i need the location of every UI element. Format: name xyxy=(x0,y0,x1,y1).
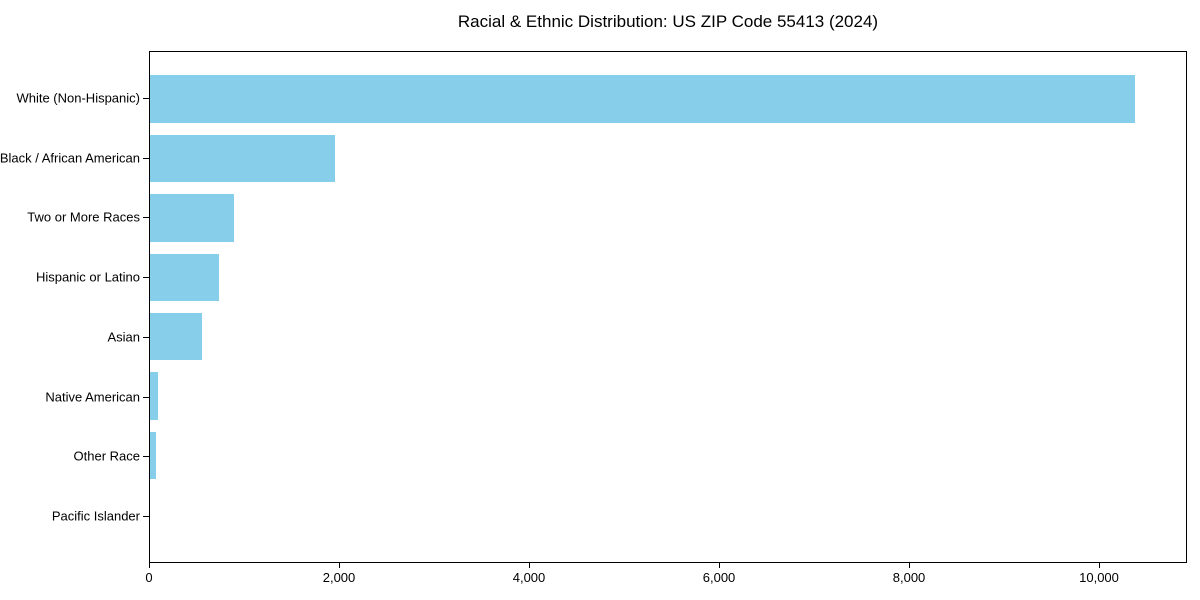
bar-white-non-hispanic xyxy=(150,75,1136,123)
y-tick-label-black-african-american: Black / African American xyxy=(0,150,140,166)
x-tick-mark xyxy=(149,563,150,568)
y-tick-label-two-or-more-races: Two or More Races xyxy=(27,209,140,225)
x-tick-label-6000: 6,000 xyxy=(702,570,736,585)
x-tick-mark xyxy=(719,563,720,568)
x-tick-label-10000: 10,000 xyxy=(1079,570,1119,585)
y-tick-mark xyxy=(143,277,149,278)
bar-native-american xyxy=(150,372,159,420)
y-tick-label-pacific-islander: Pacific Islander xyxy=(51,508,140,524)
plot-area xyxy=(149,51,1187,563)
y-tick-mark xyxy=(143,217,149,218)
y-tick-mark xyxy=(143,337,149,338)
y-tick-label-asian: Asian xyxy=(107,329,140,345)
y-tick-label-native-american: Native American xyxy=(45,389,140,404)
x-tick-label-0: 0 xyxy=(145,570,153,585)
y-tick-mark xyxy=(143,456,149,457)
y-tick-label-white-non-hispanic: White (Non-Hispanic) xyxy=(16,90,140,106)
y-tick-label-other-race: Other Race xyxy=(73,448,140,464)
bar-other-race xyxy=(150,431,156,480)
chart-title: Racial & Ethnic Distribution: US ZIP Cod… xyxy=(457,12,879,31)
x-tick-label-8000: 8,000 xyxy=(892,570,926,585)
y-tick-mark xyxy=(143,516,149,517)
x-tick-label-4000: 4,000 xyxy=(512,570,546,585)
y-tick-mark xyxy=(143,397,149,398)
y-tick-label-hispanic-or-latino: Hispanic or Latino xyxy=(35,269,140,285)
x-tick-mark xyxy=(909,563,910,568)
bar-hispanic-or-latino xyxy=(150,253,220,302)
y-tick-mark xyxy=(143,98,149,99)
bar-two-or-more-races xyxy=(150,194,235,242)
bar-black-african-american xyxy=(150,134,335,183)
x-tick-mark xyxy=(529,563,530,568)
bar-asian xyxy=(150,312,203,361)
y-tick-mark xyxy=(143,158,149,159)
x-tick-label-2000: 2,000 xyxy=(322,570,356,585)
x-tick-mark xyxy=(1099,563,1100,568)
x-tick-mark xyxy=(339,563,340,568)
